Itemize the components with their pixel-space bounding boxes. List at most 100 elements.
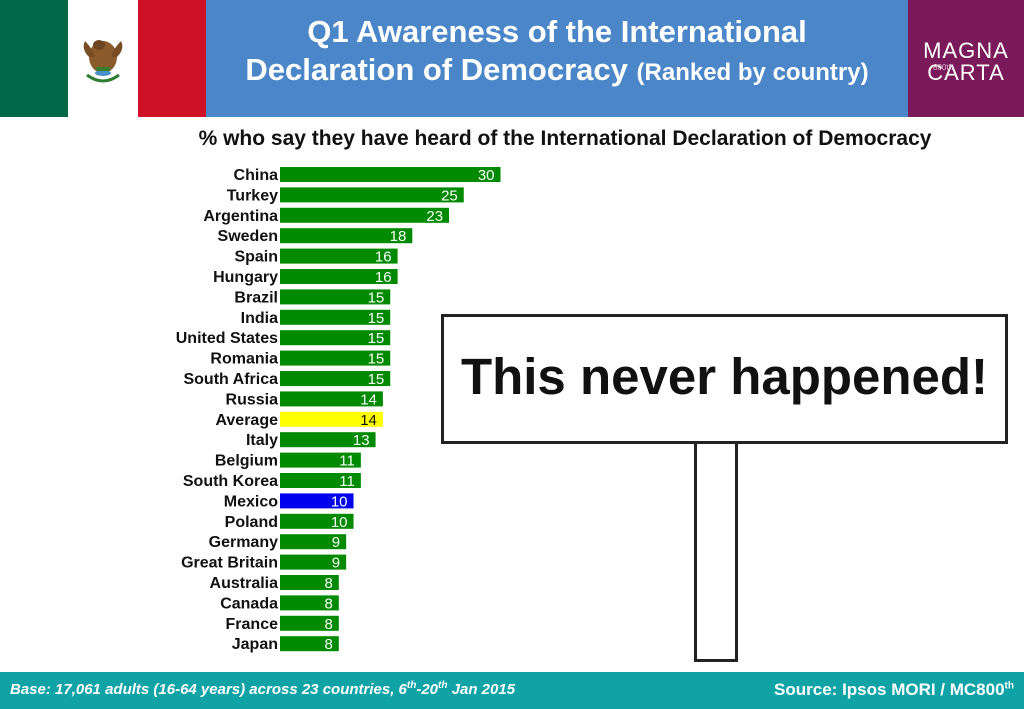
base-sup2: th [438,680,448,691]
value-label-india: 15 [368,310,385,327]
value-label-brazil: 15 [368,289,385,306]
value-label-canada: 8 [324,595,332,612]
bar-poland [280,513,354,529]
flag-white-stripe [68,0,138,117]
category-label-average: Average [215,412,278,429]
footer-base-note: Base: 17,061 adults (16-64 years) across… [10,680,515,698]
sign-board: This never happened! [441,314,1008,444]
footer-source: Source: Ipsos MORI / MC800th [774,680,1014,700]
bar-france [280,615,339,631]
bar-romania [280,350,391,366]
sign-post [694,444,738,662]
bar-argentina [280,207,450,223]
base-post: Jan 2015 [447,681,516,698]
bar-sweden [280,228,413,244]
title-main: Declaration of Democracy [245,52,628,87]
logo-text-magna: MAGNA [923,38,1009,63]
category-label-russia: Russia [226,391,279,408]
value-label-japan: 8 [324,636,332,653]
category-label-japan: Japan [232,636,278,653]
bar-hungary [280,269,398,284]
value-label-germany: 9 [332,534,340,551]
category-label-sweden: Sweden [218,228,278,245]
category-label-united-states: United States [176,330,278,347]
bar-south-africa [280,371,391,386]
category-label-canada: Canada [220,595,278,612]
bar-india [280,309,391,325]
value-label-south-africa: 15 [368,371,385,388]
value-label-great-britain: 9 [332,555,340,572]
base-sup1: th [406,680,417,691]
value-label-hungary: 16 [375,269,392,286]
category-label-belgium: Belgium [215,453,278,470]
source-sup: th [1004,680,1014,692]
bar-turkey [280,187,464,203]
value-label-average: 14 [360,412,377,429]
category-label-australia: Australia [210,575,279,592]
category-label-spain: Spain [234,249,278,266]
logo-mark-800th: 800th [933,63,954,72]
base-pre: Base: 17,061 adults (16-64 years) across… [10,681,407,698]
category-label-romania: Romania [210,351,278,368]
bar-south-korea [280,473,361,488]
value-label-belgium: 11 [339,453,355,470]
value-label-italy: 13 [353,432,370,449]
bar-australia [280,575,339,590]
bar-italy [280,432,376,448]
category-label-italy: Italy [246,432,278,449]
bar-mexico [280,493,354,509]
logo-text-carta: CARTA [927,60,1005,85]
category-label-south-africa: South Africa [183,371,278,388]
category-label-mexico: Mexico [224,493,278,510]
bar-spain [280,248,398,264]
title-line1: Q1 Awareness of the International [307,14,807,49]
bar-united-states [280,330,391,346]
flag-red-stripe [138,0,206,117]
category-label-brazil: Brazil [234,289,278,306]
flag-green-stripe [0,0,68,117]
value-label-mexico: 10 [331,493,348,510]
category-label-south-korea: South Korea [183,473,278,490]
value-label-france: 8 [324,616,332,633]
value-label-sweden: 18 [390,228,407,245]
value-label-turkey: 25 [441,187,458,204]
value-label-russia: 14 [360,391,377,408]
value-label-spain: 16 [375,249,392,266]
value-label-poland: 10 [331,514,348,531]
sign-text: This never happened! [460,348,989,405]
bar-germany [280,534,347,550]
bar-china [280,167,501,182]
category-label-china: China [234,167,279,184]
bar-russia [280,391,383,407]
magna-carta-logo: MAGNA CARTA 800th [908,0,1024,117]
category-label-germany: Germany [209,534,278,551]
bar-average [280,411,383,427]
category-label-turkey: Turkey [227,187,278,204]
bar-belgium [280,452,361,468]
category-label-great-britain: Great Britain [181,555,278,572]
value-label-romania: 15 [368,351,385,368]
category-label-argentina: Argentina [203,208,278,225]
value-label-china: 30 [478,167,495,184]
chart-subtitle: % who say they have heard of the Interna… [198,127,932,150]
title-bar: Q1 Awareness of the International Declar… [206,0,908,117]
value-label-south-korea: 11 [339,473,355,490]
footer-bar: Base: 17,061 adults (16-64 years) across… [0,672,1024,709]
category-label-france: France [226,616,279,633]
value-label-united-states: 15 [368,330,385,347]
value-label-australia: 8 [324,575,332,592]
category-label-poland: Poland [225,514,278,531]
value-label-argentina: 23 [426,208,443,225]
category-label-india: India [241,310,278,327]
title-sub: (Ranked by country) [636,59,869,86]
eagle-emblem-icon [83,39,123,82]
bar-japan [280,636,339,652]
base-mid: -20 [416,681,439,698]
title-line2: Declaration of Democracy (Ranked by coun… [206,52,908,88]
bar-canada [280,595,339,611]
category-label-hungary: Hungary [213,269,278,286]
source-text: Source: Ipsos MORI / MC800 [774,680,1005,699]
bar-great-britain [280,554,347,570]
bar-brazil [280,289,391,305]
